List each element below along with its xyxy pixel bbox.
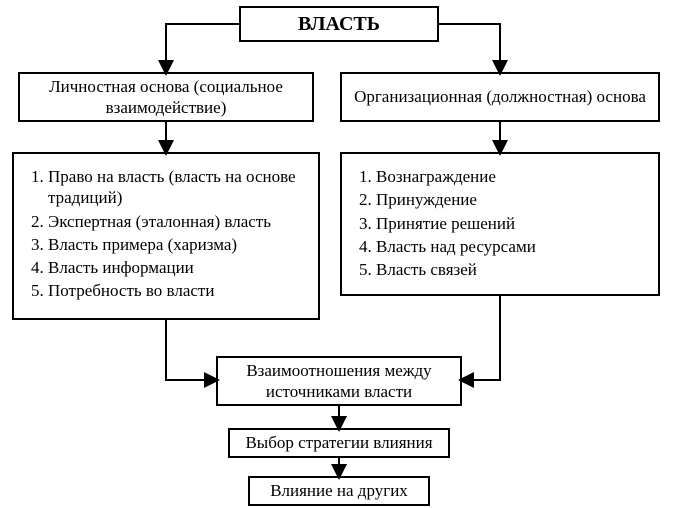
list-item: Принятие решений — [376, 213, 536, 234]
list-item: Власть связей — [376, 259, 536, 280]
list-item: Экспертная (эталонная) власть — [48, 211, 306, 232]
node-left-header: Личностная основа (социальное взаимодейс… — [18, 72, 314, 122]
list-item: Власть примера (харизма) — [48, 234, 306, 255]
list-item: Вознаграждение — [376, 166, 536, 187]
left-list: Право на власть (власть на основе традиц… — [26, 164, 306, 304]
list-item: Власть над ресурсами — [376, 236, 536, 257]
node-right-header: Организационная (должностная) основа — [340, 72, 660, 122]
node-root: ВЛАСТЬ — [239, 6, 439, 42]
node-right-list: Вознаграждение Принуждение Принятие реше… — [340, 152, 660, 296]
list-item: Власть информации — [48, 257, 306, 278]
node-influence-label: Влияние на других — [270, 480, 408, 501]
node-relations: Взаимоотношения между источниками власти — [216, 356, 462, 406]
node-relations-label: Взаимоотношения между источниками власти — [226, 360, 452, 403]
node-right-header-label: Организационная (должностная) основа — [354, 86, 646, 107]
list-item: Принуждение — [376, 189, 536, 210]
node-influence: Влияние на других — [248, 476, 430, 506]
node-left-list: Право на власть (власть на основе традиц… — [12, 152, 320, 320]
list-item: Потребность во власти — [48, 280, 306, 301]
node-strategy-label: Выбор стратегии влияния — [245, 432, 432, 453]
list-item: Право на власть (власть на основе традиц… — [48, 166, 306, 209]
node-strategy: Выбор стратегии влияния — [228, 428, 450, 458]
right-list: Вознаграждение Принуждение Принятие реше… — [354, 164, 536, 282]
node-left-header-label: Личностная основа (социальное взаимодейс… — [28, 76, 304, 119]
node-root-label: ВЛАСТЬ — [298, 12, 380, 37]
